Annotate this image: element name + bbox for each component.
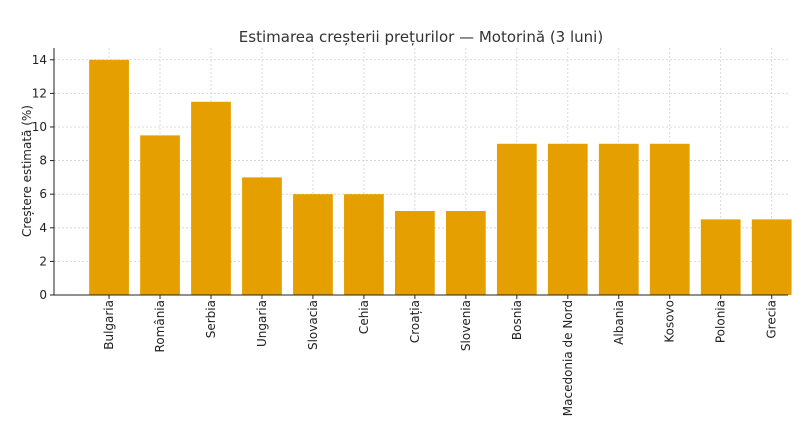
bar-albania: [598, 143, 639, 295]
chart-title: Estimarea creșterii prețurilor — Motorin…: [239, 28, 603, 46]
x-tick-label: Serbia: [204, 300, 218, 338]
bar-polonia: [700, 219, 741, 295]
y-tick-label: 10: [32, 120, 47, 134]
bar-serbia: [191, 101, 231, 295]
x-tick-label: Kosovo: [663, 300, 677, 343]
x-tick-label: Grecia: [765, 300, 779, 339]
x-tick-label: Cehia: [357, 300, 371, 334]
x-tick-label: Croația: [408, 300, 422, 343]
x-tick-label: Slovacia: [306, 300, 320, 350]
y-tick-label: 2: [39, 254, 47, 268]
y-tick-label: 12: [32, 86, 47, 100]
bar-românia: [140, 135, 180, 295]
y-ticks: 0 2 4 6 8 10 12 14: [32, 53, 54, 302]
bar-croația: [395, 210, 435, 295]
bars: [89, 59, 792, 296]
axes: [53, 48, 788, 296]
bar-slovacia: [293, 194, 333, 295]
x-tick-label: Bulgaria: [102, 300, 116, 350]
bar-slovenia: [445, 210, 486, 295]
bar-grecia: [751, 219, 792, 295]
y-tick-label: 0: [39, 288, 47, 302]
bar-ungaria: [242, 177, 282, 295]
y-tick-label: 4: [39, 221, 47, 235]
x-tick-label: Macedonia de Nord: [561, 300, 575, 416]
x-tick-label: Slovenia: [459, 300, 473, 351]
x-tick-label: România: [153, 300, 167, 352]
x-tick-label: Bosnia: [510, 300, 524, 340]
bar-kosovo: [649, 143, 690, 295]
x-ticks: Bulgaria România Serbia Ungaria Slovacia Cehi…: [102, 295, 779, 416]
x-tick-label: Albania: [612, 300, 626, 345]
x-tick-label: Ungaria: [255, 300, 269, 347]
y-tick-label: 6: [39, 187, 47, 201]
bar-cehia: [344, 194, 384, 295]
bar-bosnia: [496, 143, 537, 295]
y-tick-label: 14: [32, 53, 47, 67]
y-axis-label: Creștere estimată (%): [20, 105, 34, 237]
bar-bulgaria: [89, 59, 129, 296]
y-tick-label: 8: [39, 154, 47, 168]
bar-macedonia-de-nord: [547, 143, 588, 295]
x-tick-label: Polonia: [714, 300, 728, 343]
